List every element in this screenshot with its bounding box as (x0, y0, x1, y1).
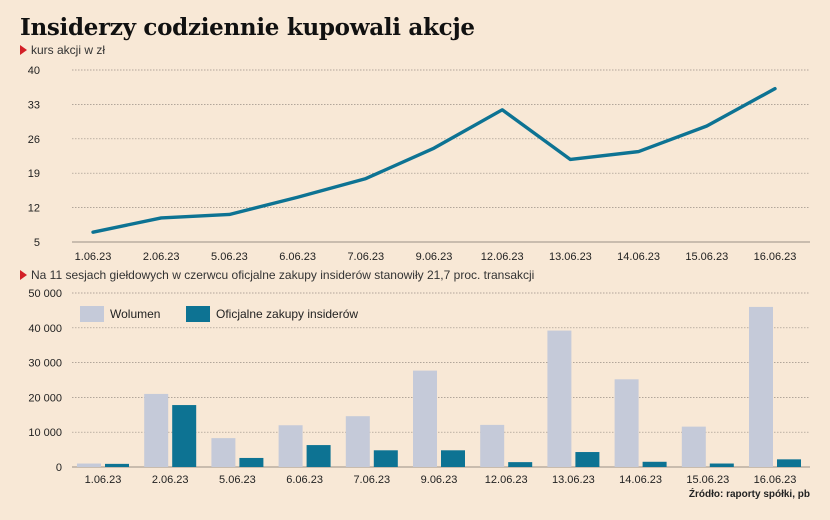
line-ytick-label: 26 (28, 134, 40, 146)
red-triangle-icon (20, 45, 27, 55)
bar-ytick-label: 30 000 (28, 358, 62, 370)
line-xtick-label: 5.06.23 (211, 251, 248, 263)
volume-bar (278, 425, 303, 467)
insider-bar (306, 445, 331, 467)
line-xtick-label: 7.06.23 (347, 251, 384, 263)
insider-bar (441, 450, 465, 467)
line-ytick-label: 12 (28, 203, 40, 215)
bar-ytick-label: 40 000 (28, 323, 62, 335)
line-xtick-label: 15.06.23 (685, 251, 728, 263)
volume-bar (413, 370, 437, 467)
legend-swatch-insider (186, 306, 210, 322)
volume-bar (345, 416, 370, 467)
line-chart-ylabel-text: kurs akcji w zł (31, 43, 106, 57)
insider-bar (642, 461, 667, 467)
legend-label-insider: Oficjalne zakupy insiderów (216, 307, 358, 321)
insider-bar (105, 463, 129, 467)
bar-xtick-label: 6.06.23 (286, 474, 323, 486)
bar-chart-subtitle-text: Na 11 sesjach giełdowych w czerwcu oficj… (31, 268, 535, 282)
line-ytick-label: 19 (28, 168, 40, 180)
bar-chart-subtitle: Na 11 sesjach giełdowych w czerwcu oficj… (20, 268, 534, 282)
line-xtick-label: 16.06.23 (754, 251, 797, 263)
line-chart-ylabel: kurs akcji w zł (20, 43, 105, 57)
insider-bar (575, 452, 600, 467)
line-ytick-label: 40 (28, 65, 40, 77)
insider-bar (373, 450, 398, 467)
bar-ytick-label: 50 000 (28, 288, 62, 300)
insider-bar (508, 462, 533, 467)
insider-bar (239, 457, 264, 467)
bar-xtick-label: 7.06.23 (353, 474, 390, 486)
bar-xtick-label: 16.06.23 (754, 474, 797, 486)
volume-bar (547, 330, 572, 467)
price-line (91, 86, 777, 234)
volume-bar (211, 438, 236, 467)
bar-ytick-label: 0 (56, 462, 62, 474)
line-xtick-label: 9.06.23 (416, 251, 453, 263)
line-xtick-label: 14.06.23 (617, 251, 660, 263)
volume-bar (480, 424, 505, 467)
source-note: Źródło: raporty spółki, pb (688, 489, 810, 500)
legend-swatch-volume (80, 306, 104, 322)
bar-xtick-label: 15.06.23 (686, 474, 729, 486)
insider-bar (709, 463, 734, 467)
line-xtick-label: 6.06.23 (279, 251, 316, 263)
insider-bar (172, 405, 197, 467)
volume-bar (614, 379, 639, 467)
line-xtick-label: 2.06.23 (143, 251, 180, 263)
line-xtick-label: 12.06.23 (481, 251, 524, 263)
volume-bar (144, 393, 169, 467)
line-ytick-label: 5 (34, 237, 40, 249)
bar-xtick-label: 1.06.23 (85, 474, 122, 486)
chart-title: Insiderzy codziennie kupowali akcje (20, 14, 475, 41)
volume-bar (749, 306, 773, 467)
insider-bar (777, 459, 801, 467)
volume-bar (77, 463, 101, 467)
bar-ytick-label: 10 000 (28, 427, 62, 439)
bar-xtick-label: 14.06.23 (619, 474, 662, 486)
line-xtick-label: 1.06.23 (75, 251, 112, 263)
line-xtick-label: 13.06.23 (549, 251, 592, 263)
bar-xtick-label: 2.06.23 (152, 474, 189, 486)
legend-label-volume: Wolumen (110, 307, 160, 321)
bar-xtick-label: 9.06.23 (421, 474, 458, 486)
red-triangle-icon (20, 270, 27, 280)
bar-xtick-label: 5.06.23 (219, 474, 256, 486)
bar-ytick-label: 20 000 (28, 392, 62, 404)
bar-xtick-label: 13.06.23 (552, 474, 595, 486)
line-ytick-label: 33 (28, 99, 40, 111)
bar-xtick-label: 12.06.23 (485, 474, 528, 486)
volume-bar (681, 426, 706, 467)
